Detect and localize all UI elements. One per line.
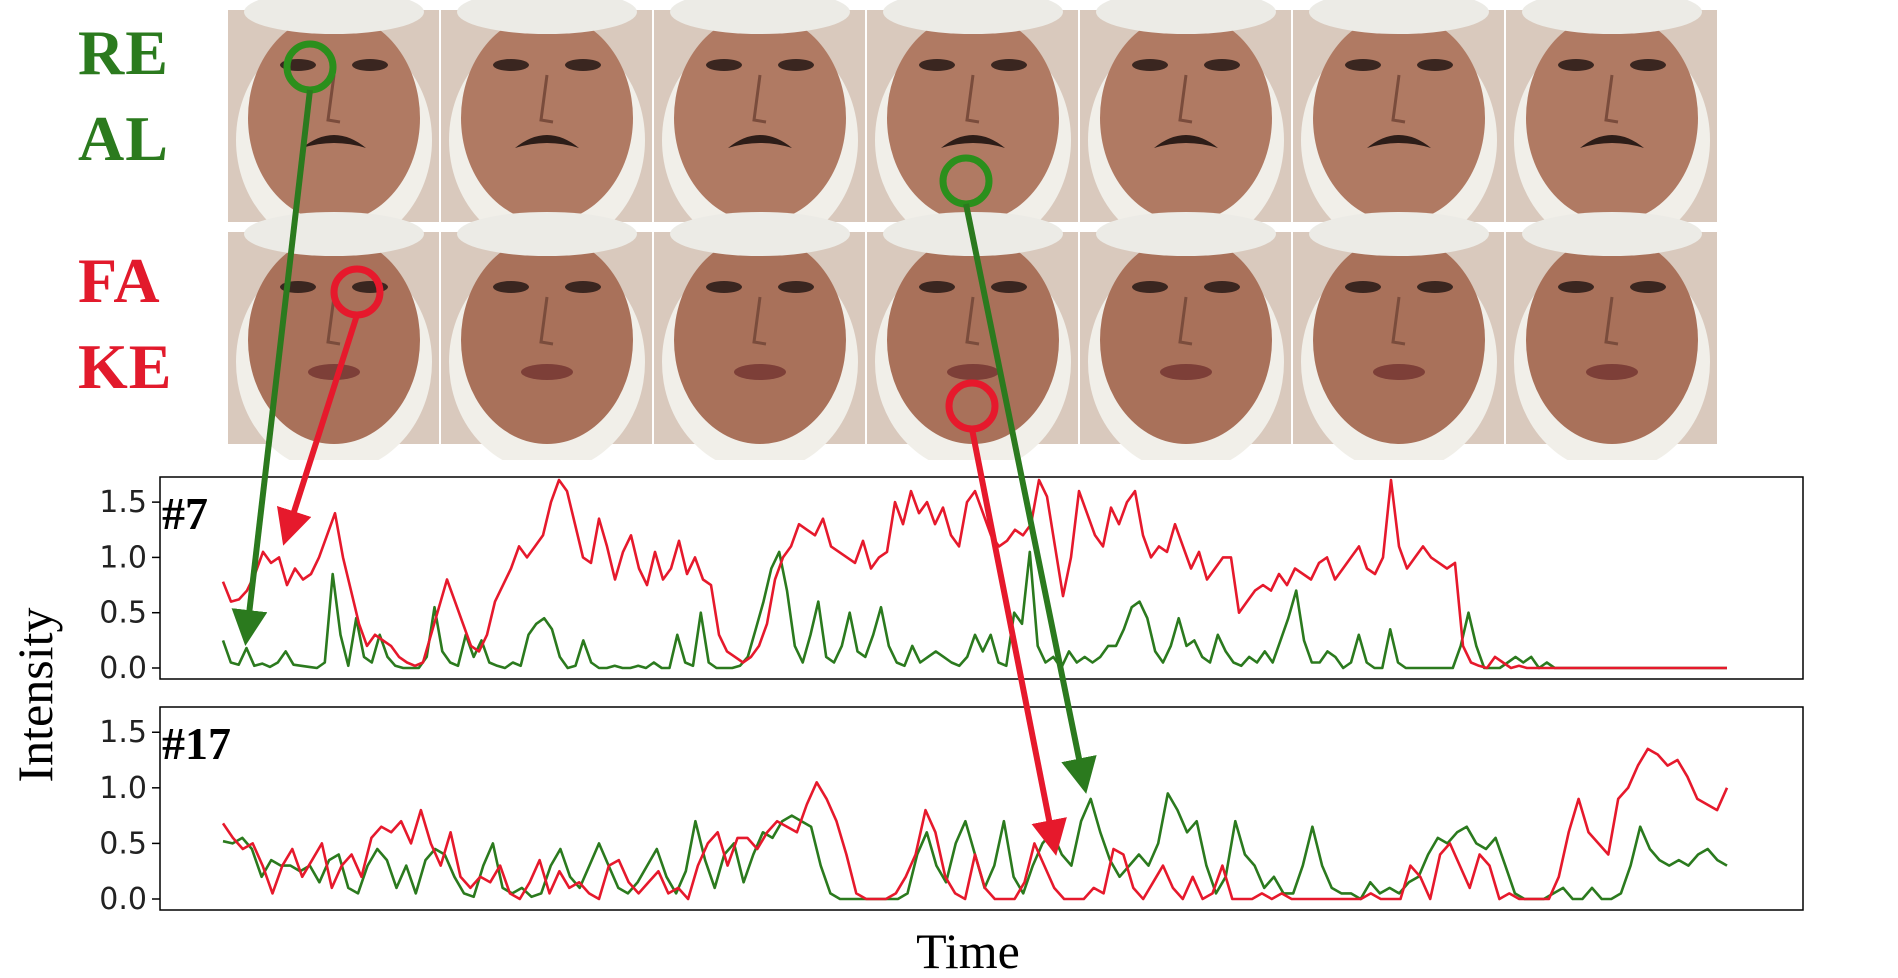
y-tick-label: 0.5: [99, 826, 147, 861]
y-tick-label: 1.0: [99, 771, 147, 806]
real-frame-5: [1080, 0, 1291, 250]
real-frame-2: [441, 0, 652, 250]
fake-frame-7: [1506, 212, 1717, 460]
x-axis-title: Time: [916, 923, 1020, 978]
y-tick-label: 0.0: [99, 651, 147, 686]
real-frame-6: [1293, 0, 1504, 250]
real-frame-7: [1506, 0, 1717, 250]
real-label-line1: RE: [78, 17, 169, 88]
real-frame-3: [654, 0, 865, 250]
panel-label: #17: [162, 718, 231, 769]
fake-label-line1: FA: [78, 245, 161, 316]
fake-frame-2: [441, 212, 652, 460]
panel-label: #7: [162, 488, 208, 539]
fake-row-label: FA KE: [78, 238, 218, 410]
fake-frame-3: [654, 212, 865, 460]
fake-frame-6: [1293, 212, 1504, 460]
fake-label-line2: KE: [78, 331, 173, 402]
y-tick-label: 1.0: [99, 540, 147, 575]
series-line-fake: [221, 747, 1729, 901]
fake-frame-5: [1080, 212, 1291, 460]
y-tick-label: 1.5: [99, 485, 147, 520]
real-row-label: RE AL: [78, 10, 218, 182]
chart-panel-1: 0.0 0.5 1.0 1.5 #7: [99, 476, 1804, 686]
chart-panel-2: 0.0 0.5 1.0 1.5 #17: [99, 706, 1804, 917]
real-label-line2: AL: [78, 103, 169, 174]
y-tick-label: 1.5: [99, 715, 147, 750]
y-tick-label: 0.0: [99, 882, 147, 917]
y-tick-label: 0.5: [99, 596, 147, 631]
y-axis-title: Intensity: [7, 608, 63, 783]
